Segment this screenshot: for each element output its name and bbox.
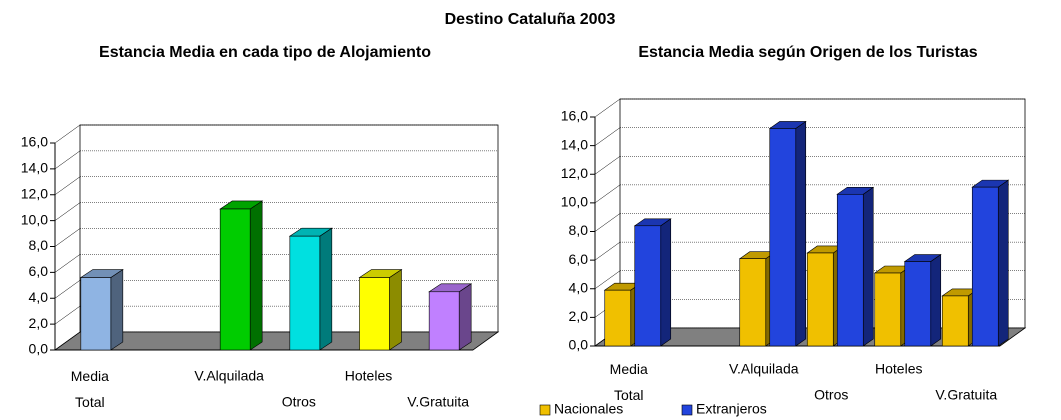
x-tick-label: Otros xyxy=(814,387,848,403)
bar-side xyxy=(110,268,124,351)
legend-swatch xyxy=(681,404,693,416)
y-tick-label: 12,0 xyxy=(21,185,48,201)
y-tick-label: 4,0 xyxy=(569,279,589,295)
grid-line xyxy=(594,127,621,146)
bar xyxy=(359,277,390,351)
bar-side xyxy=(930,253,942,347)
page-title: Destino Cataluña 2003 xyxy=(445,11,616,28)
y-tick-label: 2,0 xyxy=(569,308,589,324)
bar xyxy=(836,193,864,347)
bar xyxy=(904,261,932,347)
y-tick-label: 6,0 xyxy=(569,251,589,267)
y-tick-label: 12,0 xyxy=(561,165,588,181)
grid-line xyxy=(594,241,621,261)
y-tick-label: 10,0 xyxy=(561,194,588,210)
grid-line xyxy=(594,184,621,204)
x-tick-label: Media Total xyxy=(610,361,648,403)
grid-line xyxy=(594,270,621,289)
y-tick-label: 10,0 xyxy=(21,211,48,227)
y-tick-label: 8,0 xyxy=(569,222,589,238)
bar-side xyxy=(249,200,263,351)
bar xyxy=(739,258,767,347)
x-tick-label: Hoteles xyxy=(875,361,922,377)
x-tick-label: Otros xyxy=(282,394,316,410)
y-tick-label: 4,0 xyxy=(29,289,49,305)
bar-side xyxy=(997,179,1009,347)
bar xyxy=(634,225,662,347)
bar-side xyxy=(660,218,672,347)
bar xyxy=(604,289,632,347)
legend-label: Nacionales xyxy=(554,401,623,417)
bar xyxy=(874,272,902,347)
chart-title: Estancia Media en cada tipo de Alojamien… xyxy=(99,44,431,61)
bar-side xyxy=(319,227,333,351)
legend-swatch xyxy=(539,404,551,416)
y-tick-label: 8,0 xyxy=(29,237,49,253)
grid-line xyxy=(54,305,81,325)
y-tick-label: 16,0 xyxy=(21,134,48,150)
grid-line xyxy=(54,176,81,195)
bar xyxy=(219,208,251,351)
x-tick-label: Media Total xyxy=(71,368,109,410)
bar xyxy=(80,277,112,351)
y-tick-label: 6,0 xyxy=(29,263,49,279)
grid-line xyxy=(594,213,621,232)
x-tick-label: V.Alquilada xyxy=(194,368,264,384)
x-tick-label: Hoteles xyxy=(345,368,392,384)
legend-label: Extranjeros xyxy=(696,401,767,417)
bar-side xyxy=(458,283,472,351)
y-tick-label: 2,0 xyxy=(29,315,49,331)
grid-line xyxy=(594,98,621,118)
bar-side xyxy=(862,186,874,347)
bar-side xyxy=(795,120,807,347)
grid-line xyxy=(54,228,81,247)
chart-title: Estancia Media según Origen de los Turis… xyxy=(638,44,977,61)
bar xyxy=(428,291,460,351)
grid-line xyxy=(54,150,81,170)
x-tick-label: V.Gratuita xyxy=(935,387,997,403)
y-tick-label: 0,0 xyxy=(569,337,589,353)
y-tick-label: 16,0 xyxy=(561,108,588,124)
grid-line xyxy=(594,156,621,175)
bar xyxy=(289,235,321,351)
x-tick-label: V.Alquilada xyxy=(729,361,799,377)
bar xyxy=(941,295,969,347)
grid-line xyxy=(54,202,81,221)
x-tick-label: V.Gratuita xyxy=(407,394,469,410)
bar xyxy=(806,252,834,347)
y-tick-label: 0,0 xyxy=(29,341,49,357)
y-tick-label: 14,0 xyxy=(21,160,48,176)
grid-line xyxy=(54,124,81,144)
y-tick-label: 14,0 xyxy=(561,136,588,152)
bar xyxy=(769,128,797,347)
bar-side xyxy=(389,268,402,351)
bar xyxy=(971,186,999,347)
grid-line xyxy=(54,254,81,273)
grid-line xyxy=(54,280,81,299)
